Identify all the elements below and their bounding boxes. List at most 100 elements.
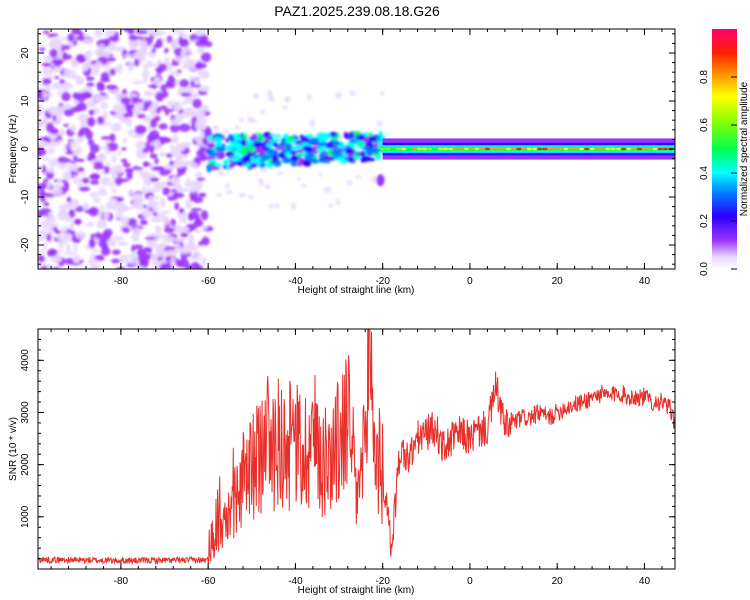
- heatmap-cell: [70, 106, 82, 113]
- heatmap-cell: [98, 43, 106, 48]
- heatmap-cell: [64, 151, 76, 155]
- heatmap-cell: [171, 134, 179, 144]
- x-tick-label: -40: [288, 576, 303, 587]
- heatmap-cell: [365, 150, 374, 154]
- heatmap-cell: [161, 38, 168, 42]
- heatmap-cell: [239, 147, 248, 155]
- heatmap-cell: [57, 204, 69, 210]
- heatmap-cell: [174, 143, 186, 153]
- heatmap-cell: [77, 176, 83, 186]
- heatmap-cell: [154, 225, 161, 230]
- heatmap-cell: [247, 194, 254, 200]
- heatmap-cell: [309, 137, 320, 144]
- heatmap-cell: [94, 254, 105, 261]
- heatmap-cell: [246, 116, 255, 123]
- snr-y-ticks: 1000 2000 3000 4000: [20, 328, 675, 570]
- heatmap-cell: [84, 51, 92, 60]
- heatmap-cell: [285, 151, 291, 158]
- heatmap-cell: [194, 156, 202, 165]
- heatmap-cell: [110, 123, 120, 132]
- x-tick-label: -20: [375, 276, 390, 287]
- heatmap-cell: [149, 129, 160, 140]
- heatmap-cell: [175, 238, 187, 243]
- heatmap-cell: [181, 47, 190, 54]
- heatmap-cell: [127, 190, 134, 196]
- heatmap-cell: [594, 147, 600, 151]
- heatmap-cell: [134, 57, 140, 67]
- heatmap-cell: [45, 84, 51, 93]
- heatmap-cell: [300, 142, 310, 146]
- heatmap-cell: [376, 155, 382, 161]
- x-tick-label: 40: [639, 576, 651, 587]
- heatmap-cell: [214, 137, 222, 142]
- heatmap-cell: [300, 184, 308, 188]
- heatmap-cell: [155, 91, 164, 102]
- heatmap-cell: [89, 180, 100, 185]
- heatmap-cell: [210, 166, 220, 171]
- heatmap-cell: [100, 177, 111, 181]
- heatmap-cell: [328, 204, 334, 208]
- heatmap-cell: [385, 147, 391, 151]
- colorbar-tick-label: 0.8: [699, 70, 710, 84]
- heatmap-cell: [150, 29, 161, 38]
- heatmap-cell: [123, 53, 133, 58]
- heatmap-cell: [178, 123, 191, 132]
- heatmap-cell: [73, 174, 78, 185]
- heatmap-cell: [137, 248, 144, 254]
- heatmap-cell: [63, 123, 70, 127]
- heatmap-cell: [448, 147, 454, 151]
- heatmap-cell: [49, 48, 58, 59]
- heatmap-cell: [88, 238, 96, 249]
- heatmap-cell: [348, 156, 354, 163]
- heatmap-cell: [312, 158, 319, 164]
- heatmap-cell: [43, 201, 50, 207]
- heatmap-cell: [64, 252, 76, 256]
- heatmap-cell: [70, 59, 79, 68]
- heatmap-cell: [422, 147, 428, 151]
- heatmap-cell: [78, 186, 91, 192]
- heatmap-cell: [110, 188, 117, 194]
- heatmap-cell: [122, 137, 127, 145]
- heatmap-cell: [245, 139, 254, 146]
- heatmap-cell: [316, 148, 324, 153]
- heatmap-cell: [268, 96, 275, 102]
- heatmap-cell: [82, 202, 90, 211]
- heatmap-cell: [401, 147, 407, 151]
- heatmap-cell: [52, 114, 57, 122]
- heatmap-cell: [137, 48, 147, 57]
- heatmap-cell: [40, 266, 48, 269]
- heatmap-cell: [199, 37, 208, 42]
- heatmap-cell: [74, 158, 86, 163]
- heatmap-cell: [589, 147, 595, 151]
- heatmap-cell: [200, 69, 210, 80]
- heatmap-cell: [115, 211, 123, 219]
- heatmap-cell: [55, 109, 63, 119]
- heatmap-cell: [93, 161, 104, 166]
- heatmap-cell: [106, 161, 111, 166]
- heatmap-cell: [41, 67, 53, 76]
- heatmap-cell: [298, 157, 304, 163]
- heatmap-cell: [274, 203, 280, 209]
- heatmap-cell: [177, 87, 186, 92]
- heatmap-cell: [109, 133, 116, 142]
- heatmap-cell: [127, 61, 135, 72]
- heatmap-cell: [89, 143, 100, 153]
- heatmap-cell: [306, 93, 313, 101]
- heatmap-cell: [196, 61, 203, 70]
- heatmap-cell: [127, 259, 140, 265]
- heatmap-cell: [626, 147, 632, 151]
- heatmap-cell: [109, 68, 116, 76]
- heatmap-cell: [55, 44, 63, 49]
- heatmap-cell: [179, 217, 188, 223]
- heatmap-cell: [195, 108, 206, 118]
- heatmap-cell: [259, 182, 264, 187]
- heatmap-cell: [259, 109, 265, 115]
- heatmap-cell: [411, 147, 417, 151]
- heatmap-cell: [115, 93, 121, 102]
- heatmap-cell: [161, 210, 171, 214]
- heatmap-cell: [166, 249, 178, 257]
- heatmap-cell: [132, 227, 142, 236]
- heatmap-cell: [117, 150, 122, 156]
- heatmap-cell: [201, 256, 207, 266]
- heatmap-cell: [87, 139, 95, 146]
